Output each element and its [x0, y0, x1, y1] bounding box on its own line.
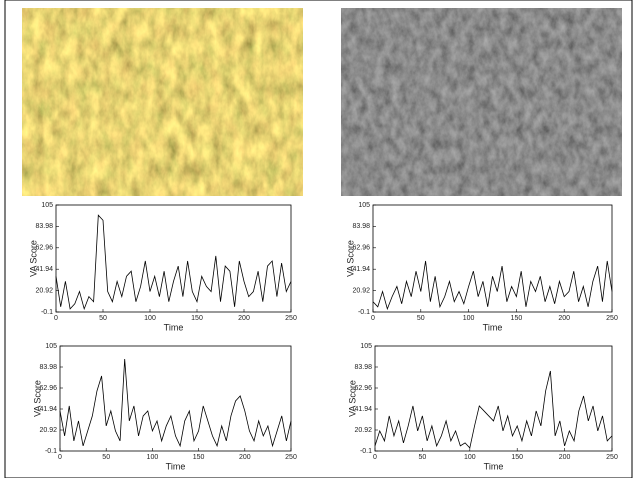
y-tick-label: 62.96: [39, 385, 57, 392]
y-tick-label: 105: [360, 343, 372, 350]
y-tick-label: 105: [45, 343, 57, 350]
plot-area: [59, 345, 292, 452]
x-axis-label: Time: [166, 461, 186, 471]
x-tick-label: 0: [58, 454, 62, 461]
x-axis-label: Time: [484, 461, 504, 471]
x-tick-label: 100: [147, 454, 159, 461]
x-tick-label: 0: [371, 315, 375, 322]
y-tick-label: 105: [41, 202, 53, 209]
x-tick-label: 200: [558, 315, 570, 322]
plot-area: [372, 204, 613, 313]
x-tick-label: 150: [191, 315, 203, 322]
x-tick-label: 100: [144, 315, 156, 322]
y-tick-label: 83.98: [35, 223, 53, 230]
x-tick-label: 0: [373, 454, 377, 461]
series-line: [374, 370, 613, 449]
x-tick-label: 0: [54, 315, 58, 322]
y-tick-label: 83.98: [352, 223, 370, 230]
y-tick-label: 20.92: [35, 287, 53, 294]
x-tick-label: 150: [511, 315, 523, 322]
series-line: [55, 214, 292, 311]
x-tick-label: 50: [417, 315, 425, 322]
y-tick-label: 20.92: [354, 427, 372, 434]
y-axis-label: VA Score: [28, 240, 38, 277]
x-tick-label: 200: [238, 315, 250, 322]
y-tick-label: 41.94: [35, 266, 53, 273]
y-tick-label: 41.94: [39, 406, 57, 413]
y-axis-label: VA Score: [32, 380, 42, 417]
x-tick-label: 50: [102, 454, 110, 461]
y-tick-label: 20.92: [39, 427, 57, 434]
x-tick-label: 150: [193, 454, 205, 461]
y-tick-label: 83.98: [39, 364, 57, 371]
y-tick-label: -0.1: [360, 448, 372, 455]
x-tick-label: 200: [239, 454, 251, 461]
plot-area: [55, 204, 292, 313]
x-tick-label: 200: [559, 454, 571, 461]
x-tick-label: 250: [285, 454, 297, 461]
x-tick-label: 50: [419, 454, 427, 461]
y-tick-label: 105: [358, 202, 370, 209]
x-tick-label: 100: [464, 454, 476, 461]
x-tick-label: 150: [511, 454, 523, 461]
x-tick-label: 50: [99, 315, 107, 322]
series-line: [59, 358, 292, 448]
x-tick-label: 250: [606, 454, 618, 461]
series-line: [372, 260, 613, 311]
y-tick-label: 62.96: [354, 385, 372, 392]
y-tick-label: 41.94: [352, 266, 370, 273]
x-tick-label: 250: [285, 315, 297, 322]
terrain-image: [22, 8, 303, 196]
x-tick-label: 250: [606, 315, 618, 322]
y-tick-label: 83.98: [354, 364, 372, 371]
y-axis-label: VA Score: [345, 240, 355, 277]
y-tick-label: 62.96: [35, 245, 53, 252]
y-tick-label: -0.1: [41, 309, 53, 316]
x-axis-label: Time: [164, 322, 184, 332]
y-tick-label: 41.94: [354, 406, 372, 413]
gray-image: [341, 8, 622, 196]
plot-area: [374, 345, 613, 452]
y-tick-label: -0.1: [358, 309, 370, 316]
y-tick-label: 20.92: [352, 287, 370, 294]
y-axis-label: VA Score: [347, 380, 357, 417]
x-tick-label: 100: [463, 315, 475, 322]
x-axis-label: Time: [483, 322, 503, 332]
y-tick-label: -0.1: [45, 448, 57, 455]
y-tick-label: 62.96: [352, 245, 370, 252]
